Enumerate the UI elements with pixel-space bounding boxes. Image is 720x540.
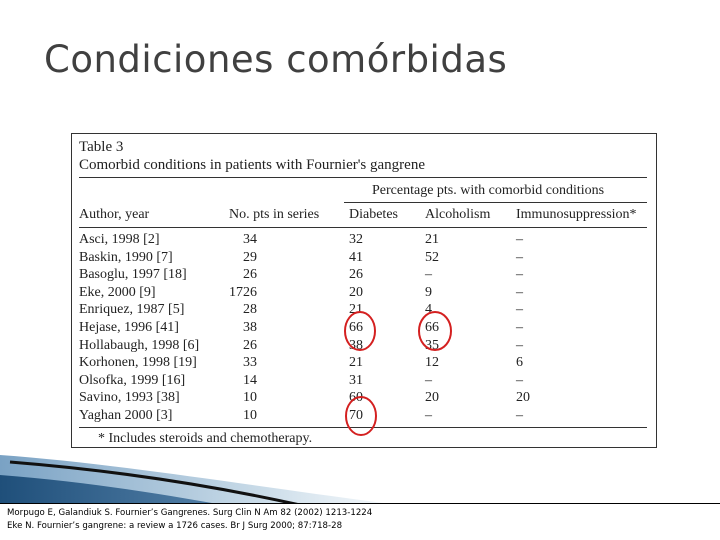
- table-row: Basoglu, 1997 [18] 26 26 – –: [72, 267, 656, 285]
- table-caption: Comorbid conditions in patients with Fou…: [79, 157, 425, 173]
- cell-pts: 34: [243, 232, 257, 247]
- cell-alcoholism: 21: [425, 232, 439, 247]
- col-header-alcoholism: Alcoholism: [425, 207, 491, 222]
- cell-author: Savino, 1993 [38]: [79, 390, 180, 406]
- cell-pts: 26: [243, 267, 257, 283]
- reference-line: Eke N. Fournier’s gangrene: a review a 1…: [7, 520, 343, 531]
- table-row: Eke, 2000 [9] 1726 20 9 –: [72, 285, 656, 303]
- cell-alcoholism: –: [425, 372, 432, 388]
- references-bar: Morpugo E, Galandiuk S. Fournier’s Gangr…: [0, 503, 720, 540]
- swoosh-black-stroke: [9, 460, 301, 507]
- table-row: Hollabaugh, 1998 [6] 26 38 35 –: [72, 338, 656, 356]
- table-row: Yaghan 2000 [3] 10 70 – –: [72, 408, 656, 426]
- cell-alcoholism: 66: [425, 320, 439, 335]
- rule-header: [79, 227, 647, 228]
- cell-author: Baskin, 1990 [7]: [79, 249, 173, 265]
- cell-immuno: –: [516, 372, 523, 388]
- cell-pts: 10: [243, 390, 257, 406]
- cell-immuno: –: [516, 337, 523, 353]
- cell-pts: 1726: [229, 284, 257, 300]
- cell-author: Olsofka, 1999 [16]: [79, 372, 186, 388]
- table-row: Savino, 1993 [38] 10 60 20 20: [72, 390, 656, 408]
- cell-alcoholism: 20: [425, 390, 439, 406]
- slide-title: Condiciones comórbidas: [44, 38, 508, 81]
- cell-author: Hejase, 1996 [41]: [79, 320, 179, 335]
- comorbid-table: Table 3 Comorbid conditions in patients …: [71, 133, 657, 448]
- rule-top: [79, 177, 647, 178]
- table-row: Enriquez, 1987 [5] 28 21 4 –: [72, 302, 656, 320]
- table-row: Korhonen, 1998 [19] 33 21 12 6: [72, 355, 656, 373]
- cell-pts: 10: [243, 408, 257, 423]
- cell-alcoholism: –: [425, 267, 432, 283]
- cell-alcoholism: 35: [425, 337, 439, 353]
- cell-immuno: 6: [516, 355, 523, 371]
- cell-author: Hollabaugh, 1998 [6]: [79, 337, 200, 353]
- cell-diabetes: 20: [349, 284, 363, 300]
- cell-alcoholism: 9: [425, 284, 432, 300]
- col-header-diabetes: Diabetes: [349, 207, 398, 222]
- table-row: Baskin, 1990 [7] 29 41 52 –: [72, 250, 656, 268]
- cell-author: Yaghan 2000 [3]: [79, 408, 173, 423]
- group-header: Percentage pts. with comorbid conditions: [372, 183, 605, 198]
- table-row: Hejase, 1996 [41] 38 66 66 –: [72, 320, 656, 338]
- cell-author: Enriquez, 1987 [5]: [79, 302, 185, 318]
- table-row: Olsofka, 1999 [16] 14 31 – –: [72, 373, 656, 391]
- cell-alcoholism: 52: [425, 249, 439, 265]
- cell-diabetes: 60: [349, 390, 363, 406]
- cell-diabetes: 66: [349, 320, 363, 335]
- cell-diabetes: 32: [349, 232, 363, 247]
- cell-immuno: –: [516, 249, 523, 265]
- cell-diabetes: 41: [349, 249, 363, 265]
- cell-diabetes: 31: [349, 372, 363, 388]
- cell-immuno: –: [516, 284, 523, 300]
- cell-immuno: –: [516, 232, 523, 247]
- cell-immuno: –: [516, 408, 523, 423]
- cell-diabetes: 26: [349, 267, 363, 283]
- table-row: Asci, 1998 [2] 34 32 21 –: [72, 232, 656, 250]
- col-header-immuno: Immunosuppression*: [516, 207, 637, 222]
- cell-pts: 29: [243, 249, 257, 265]
- cell-pts: 38: [243, 320, 257, 335]
- cell-pts: 26: [243, 337, 257, 353]
- rule-bottom: [79, 427, 647, 428]
- cell-pts: 14: [243, 372, 257, 388]
- cell-pts: 33: [243, 355, 257, 371]
- cell-diabetes: 38: [349, 337, 363, 353]
- cell-diabetes: 21: [349, 355, 363, 371]
- cell-pts: 28: [243, 302, 257, 318]
- reference-line: Morpugo E, Galandiuk S. Fournier’s Gangr…: [7, 508, 373, 518]
- table-label: Table 3: [79, 139, 124, 155]
- cell-diabetes: 70: [349, 408, 363, 423]
- cell-immuno: –: [516, 320, 523, 335]
- cell-alcoholism: –: [425, 408, 432, 423]
- cell-immuno: 20: [516, 390, 530, 406]
- cell-alcoholism: 4: [425, 302, 432, 318]
- rule-group: [344, 202, 647, 203]
- table-footnote: * Includes steroids and chemotherapy.: [98, 431, 313, 446]
- col-header-author: Author, year: [79, 207, 150, 222]
- cell-author: Basoglu, 1997 [18]: [79, 267, 187, 283]
- cell-immuno: –: [516, 302, 523, 318]
- col-header-pts: No. pts in series: [229, 207, 320, 222]
- cell-author: Eke, 2000 [9]: [79, 284, 156, 300]
- cell-diabetes: 21: [349, 302, 363, 318]
- cell-alcoholism: 12: [425, 355, 439, 371]
- cell-author: Korhonen, 1998 [19]: [79, 355, 197, 371]
- cell-immuno: –: [516, 267, 523, 283]
- cell-author: Asci, 1998 [2]: [79, 232, 160, 247]
